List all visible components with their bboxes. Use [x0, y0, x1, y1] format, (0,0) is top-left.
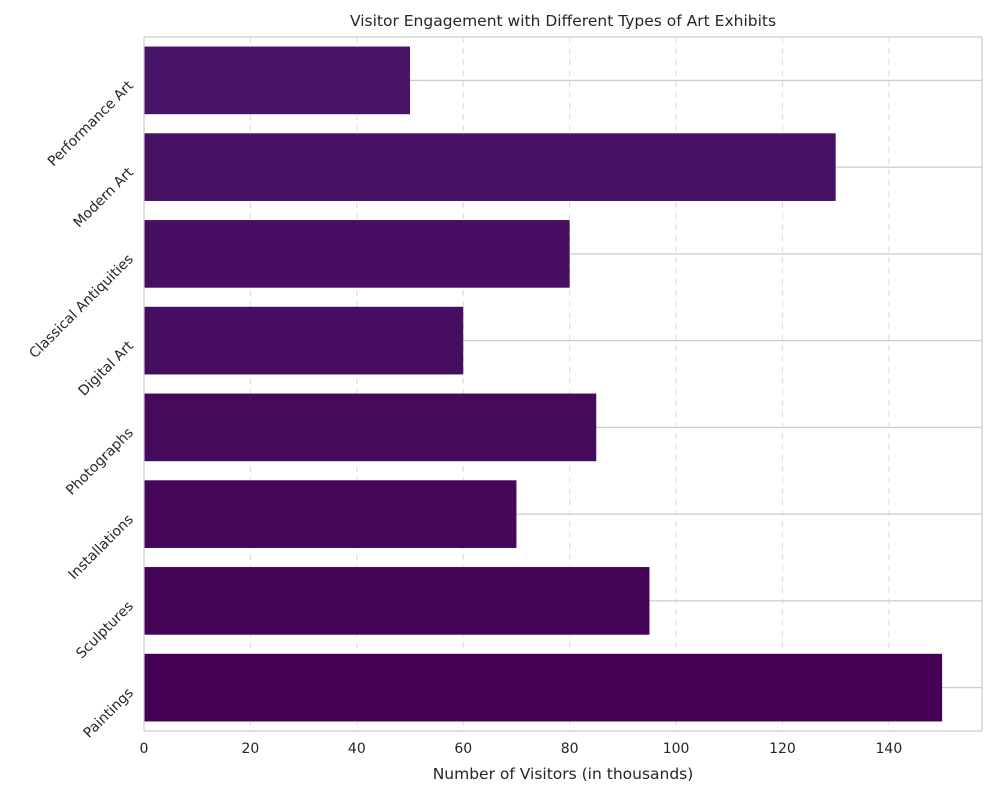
bar-installations	[144, 480, 517, 548]
x-tick-label: 20	[241, 741, 259, 757]
x-tick-label: 100	[663, 741, 690, 757]
x-axis-label: Number of Visitors (in thousands)	[433, 765, 694, 783]
bar-performance-art	[144, 46, 411, 115]
bar-classical-antiquities	[144, 220, 570, 288]
x-tick-label: 120	[769, 741, 796, 757]
plot-frame	[143, 36, 983, 732]
bars	[144, 46, 943, 722]
chart-title: Visitor Engagement with Different Types …	[350, 12, 776, 30]
x-tick-label: 0	[140, 741, 149, 757]
bar-sculptures	[144, 567, 650, 635]
bar-photographs	[144, 393, 597, 462]
bar-modern-art	[144, 133, 836, 201]
bar-paintings	[144, 653, 943, 722]
x-tick-label: 140	[876, 741, 903, 757]
bar-digital-art	[144, 306, 464, 375]
x-tick-label: 40	[348, 741, 366, 757]
x-tick-label: 60	[454, 741, 472, 757]
x-tick-label: 80	[561, 741, 579, 757]
x-axis-ticks: 0 20 40 60 80 100 120 140	[140, 741, 903, 757]
